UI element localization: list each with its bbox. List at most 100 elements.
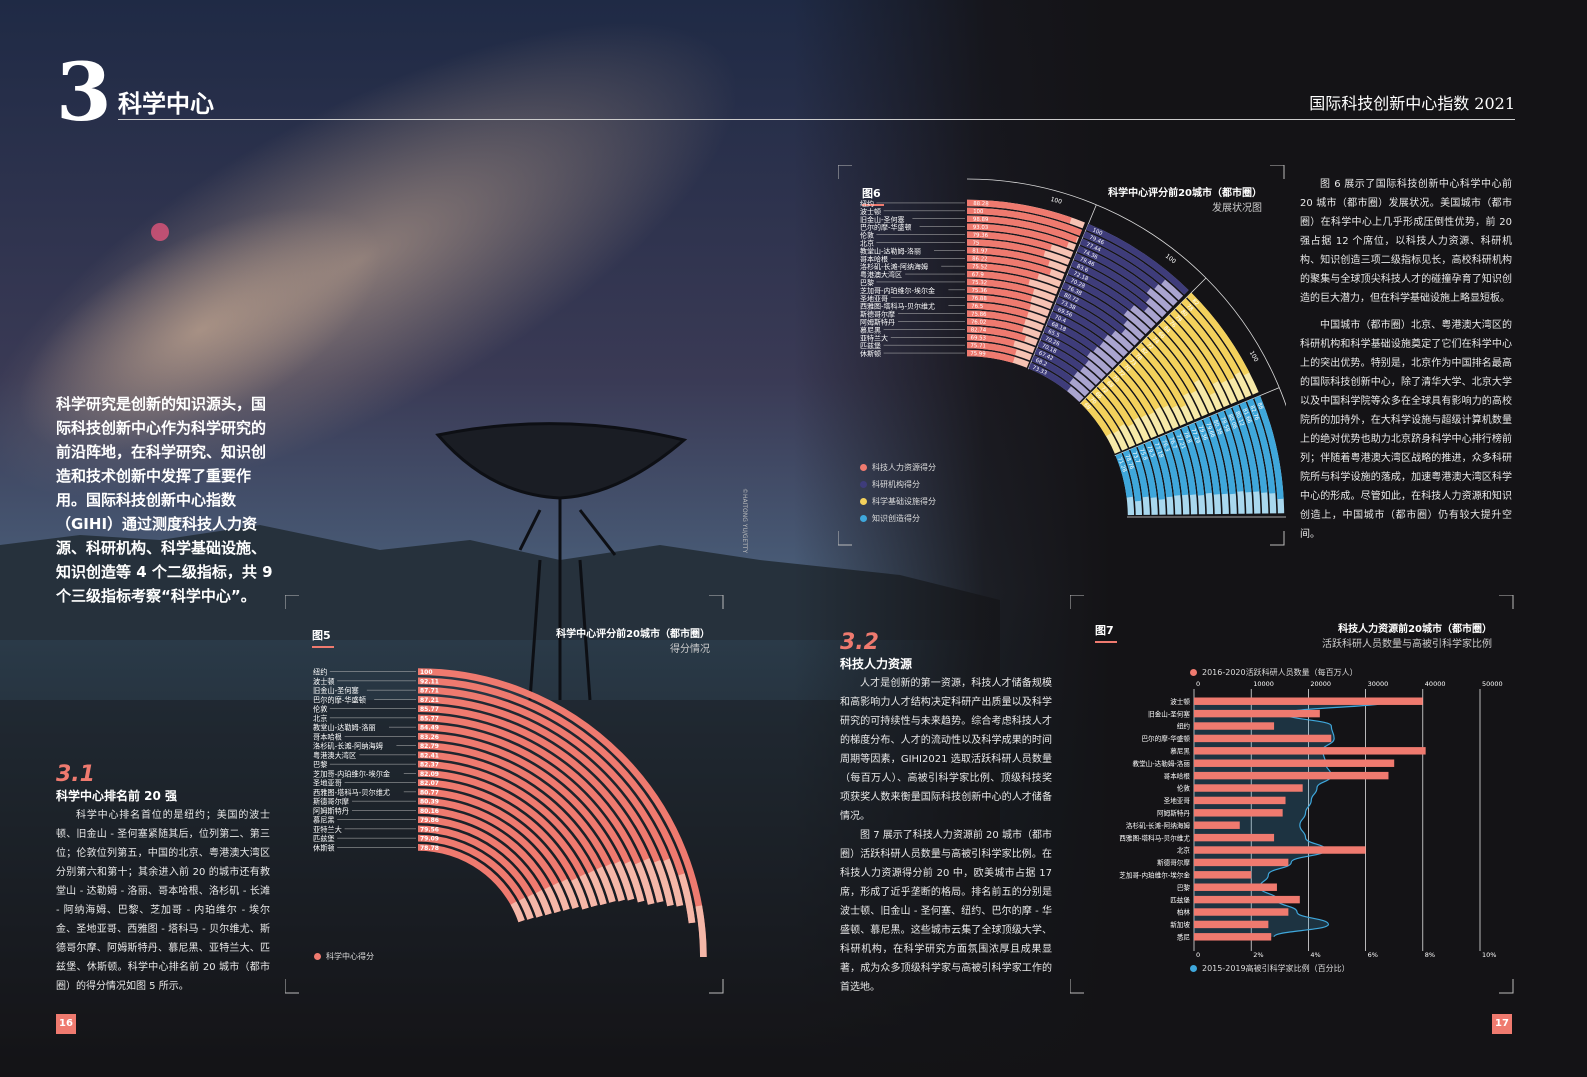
fig7-legend-bottom: 2015-2019高被引科学家比例（百分比） <box>1190 963 1350 974</box>
fig6-bar <box>1181 298 1241 375</box>
fig5-corner-mark <box>285 595 299 609</box>
fig7-category-label: 阿姆斯特丹 <box>1157 809 1190 818</box>
fig6-sector-divider <box>1027 204 1097 370</box>
fig7-bar <box>1194 871 1252 879</box>
fig6-category-label: 巴尔的摩-华盛顿 <box>860 223 912 232</box>
fig5-value-label: 83.26 <box>420 734 439 741</box>
fig7-x2-tick-label: 6% <box>1368 951 1378 959</box>
fig6-value-label: 76.02 <box>971 319 987 325</box>
fig6-bar <box>966 262 1040 280</box>
fig7-x-tick-label: 30000 <box>1368 680 1389 688</box>
fig6-bar <box>1070 260 1149 312</box>
fig6-bar <box>1058 289 1126 334</box>
fig6-bar <box>966 231 1053 251</box>
fig6-bar <box>966 278 1035 295</box>
fig7-x-tick-label: 40000 <box>1425 680 1446 688</box>
fig7-bar <box>1194 796 1286 805</box>
fig7-x2-tick-label: 8% <box>1425 951 1435 959</box>
fig6-bar <box>1130 348 1178 409</box>
fig6-value-label: 84 <box>1162 325 1171 335</box>
fig6-value-label: 80.06 <box>1226 413 1237 430</box>
fig6-bar <box>1049 311 1104 347</box>
fig5-category-label: 巴黎 <box>313 760 327 769</box>
fig6-category-label: 慕尼黑 <box>860 325 881 334</box>
fig7-corner-mark <box>1499 595 1514 609</box>
fig7-category-label: 圣地亚哥 <box>1164 796 1191 805</box>
fig6-bar <box>1082 231 1166 285</box>
section-3-2: 3.2 科技人力资源 人才是创新的第一资源，科技人才储备规模和高影响力人才结构决… <box>840 630 1052 997</box>
fig6-title: 科学中心评分前20城市（都市圈） <box>1108 188 1262 199</box>
fig6-bar <box>1052 304 1108 340</box>
fig6-value-label: 75 <box>972 241 979 247</box>
fig5-bar <box>417 686 684 907</box>
fig7-bar <box>1194 883 1277 891</box>
fig5-category-label: 芝加哥-内珀维尔-埃尔金 <box>313 769 390 778</box>
intro-paragraph: 科学研究是创新的知识源头，国际科技创新中心作为科学研究的前沿阵地，在科学研究、知… <box>56 395 273 605</box>
fig5-value-label: 82.79 <box>420 743 439 750</box>
fig6-value-label: 76.88 <box>971 296 987 302</box>
section-3-1: 3.1 科学中心排名前 20 强 科学中心排名首位的是纽约；美国的波士顿、旧金山… <box>56 762 270 996</box>
fig6-bar <box>1061 282 1128 325</box>
header-divider <box>118 119 1515 120</box>
fig6-category-label: 纽约 <box>860 199 874 208</box>
fig6-bar <box>966 247 1050 267</box>
fig7-x-tick-label: 20000 <box>1310 680 1331 688</box>
fig7-bar <box>1194 697 1423 705</box>
fig6-value-label: 75.86 <box>971 312 987 318</box>
fig7-category-label: 芝加哥-内珀维尔-埃尔金 <box>1119 871 1190 880</box>
fig6-category-label: 圣地亚哥 <box>860 294 888 303</box>
fig6-sector-divider <box>1079 277 1207 405</box>
report-title: 国际科技创新中心指数 2021 <box>1309 94 1515 113</box>
fig6-bar <box>1181 425 1205 496</box>
fig6-value-label: 68 <box>1105 380 1114 390</box>
fig6-ring-label: 100 <box>1164 253 1177 266</box>
fig6-value-label: 75.36 <box>971 288 987 294</box>
fig6-bar <box>966 341 1017 356</box>
fig5-bar <box>417 705 664 903</box>
fig6-bar <box>1195 419 1220 495</box>
fig6-bar <box>1147 331 1197 394</box>
fig7-x2-tick-label: 0 <box>1196 951 1200 959</box>
section-3-2-title: 科技人力资源 <box>840 657 913 671</box>
fig7-label: 图7 <box>1095 624 1114 637</box>
fig5-category-label: 哥本哈根 <box>313 732 342 741</box>
fig6-category-label: 休斯顿 <box>860 349 881 358</box>
fig6-value-label: 72 <box>1145 342 1154 351</box>
fig6-bar <box>966 255 1052 276</box>
fig7-subtitle: 活跃科研人员数量与高被引科学家比例 <box>1322 639 1492 650</box>
fig6-value-label: 88.28 <box>973 201 989 207</box>
fig6-bar <box>1142 337 1189 396</box>
fig6-bar <box>966 302 1029 318</box>
fig7-bar <box>1194 747 1426 755</box>
fig6-category-label: 北京 <box>860 238 874 247</box>
fig7-category-label: 北京 <box>1177 846 1191 855</box>
fig6-value-label: 67.9 <box>972 272 985 278</box>
fig6-value-label: 76.3 <box>1160 439 1170 452</box>
fig7-bar <box>1194 833 1275 842</box>
fig7-category-label: 巴尔的摩-华盛顿 <box>1141 734 1190 743</box>
fig6-value-label: 72 <box>1099 386 1108 395</box>
fig6-bar <box>1103 376 1139 421</box>
fig5-bar-tip <box>614 861 635 901</box>
fig6-bar <box>1137 443 1157 498</box>
fig5-category-label: 慕尼黑 <box>313 816 335 825</box>
fig5-category-label: 伦敦 <box>313 705 327 714</box>
fig7-corner-mark <box>1070 595 1084 609</box>
fig6-bar <box>1159 434 1181 496</box>
fig6-bar <box>966 334 1015 347</box>
fig7-bar <box>1194 908 1289 916</box>
fig6-value-label: 78 <box>1185 304 1194 314</box>
fig7-category-label: 斯德哥尔摩 <box>1157 858 1190 867</box>
fig5-bar-tip <box>596 866 616 903</box>
fig6-bar <box>1164 315 1219 385</box>
fig6-bar <box>1115 453 1133 498</box>
fig5-bar-tip <box>518 897 534 920</box>
fig6-value-label: 75.99 <box>970 351 986 357</box>
right-text-column: 图 6 展示了国际科技创新中心科学中心前 20 城市（都市圈）发展状况。美国城市… <box>1300 175 1512 544</box>
fig6-value-label: 80.72 <box>1063 293 1080 305</box>
fig5-bar-tip <box>579 873 598 907</box>
fig6-value-label: 78.58 <box>1219 416 1230 433</box>
fig6-bar <box>1043 326 1091 357</box>
fig5-corner-mark <box>709 979 724 994</box>
fig6-value-label: 79.36 <box>1197 425 1208 442</box>
